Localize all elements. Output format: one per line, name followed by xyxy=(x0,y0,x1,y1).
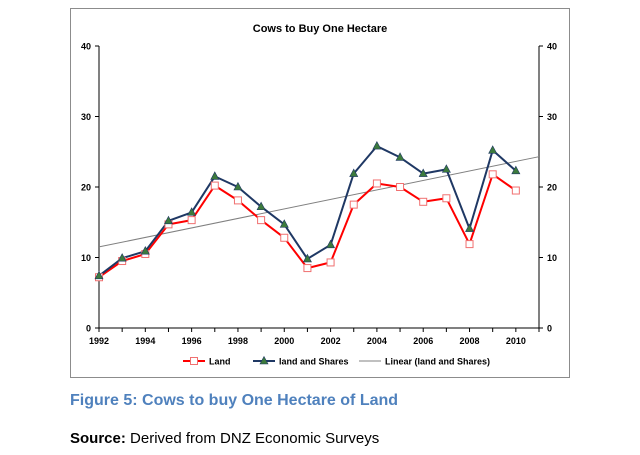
land-point xyxy=(210,181,219,190)
chart-axes: 0 0 10 10 20 20 30 30 40 40 1992 1994 1996 1998 2000 20… xyxy=(81,42,557,347)
x-tick-label: 2002 xyxy=(321,336,341,346)
land-point xyxy=(396,183,405,191)
source-text: Derived from DNZ Economic Surveys xyxy=(125,430,380,447)
chart-legend: Land land and Shares Linear (land and Shar… xyxy=(183,355,490,367)
figure-caption: Figure 5: Cows to buy One Hectare of Lan… xyxy=(70,392,399,409)
land-point xyxy=(303,264,312,273)
legend-land-marker xyxy=(190,357,198,365)
x-tick-label: 1994 xyxy=(135,336,155,346)
land-and-shares-point xyxy=(349,168,359,177)
x-tick-label: 2008 xyxy=(460,336,480,346)
y-tick-label-left: 10 xyxy=(81,253,91,263)
x-tick-label: 2006 xyxy=(413,336,433,346)
x-tick-label: 2010 xyxy=(506,336,526,346)
land-point xyxy=(326,258,335,267)
land-and-shares-point xyxy=(94,270,104,280)
chart-title: Cows to Buy One Hectare xyxy=(253,23,387,35)
trendline xyxy=(98,156,540,248)
land-point xyxy=(233,196,242,205)
x-tick-label: 1998 xyxy=(228,336,248,346)
land-point xyxy=(419,197,428,206)
y-tick-label-right: 30 xyxy=(547,112,557,122)
land-and-shares-point xyxy=(210,171,220,180)
land-and-shares-point xyxy=(441,164,451,173)
land-and-shares-point xyxy=(488,145,498,154)
y-tick-label-left: 30 xyxy=(81,112,91,122)
chart-frame: Cows to Buy One Hectare 0 0 10 10 20 20 30 30 40… xyxy=(70,8,570,378)
y-tick-label-right: 0 xyxy=(547,324,552,334)
land-and-shares-point xyxy=(326,239,336,249)
x-tick-label: 2000 xyxy=(274,336,294,346)
land-and-shares-point xyxy=(117,253,127,262)
land-point xyxy=(372,179,381,188)
land-point xyxy=(442,194,451,203)
land-and-shares-point xyxy=(372,140,382,150)
legend-land-label: Land xyxy=(209,357,231,367)
land-and-shares-point xyxy=(140,246,150,255)
x-tick-label: 1992 xyxy=(89,336,109,346)
legend-land-and-shares-marker xyxy=(259,355,269,365)
y-tick-label-left: 20 xyxy=(81,183,91,193)
land-and-shares-point xyxy=(163,215,173,225)
land-point xyxy=(280,233,289,242)
land-point xyxy=(511,186,520,195)
land-point xyxy=(488,170,497,179)
y-tick-label-right: 20 xyxy=(547,183,557,193)
source-label: Source: xyxy=(70,430,126,447)
x-tick-label: 2004 xyxy=(367,336,387,346)
land-and-shares-point xyxy=(302,253,312,263)
y-tick-label-left: 0 xyxy=(86,324,91,334)
land-and-shares-point xyxy=(256,201,266,211)
cows-per-hectare-chart: Cows to Buy One Hectare 0 0 10 10 20 20 30 30 40… xyxy=(81,23,557,367)
land-point xyxy=(349,200,358,209)
land-and-shares-point xyxy=(465,223,475,232)
source-line: Source: Derived from DNZ Economic Survey… xyxy=(70,430,379,447)
land-and-shares-point xyxy=(418,168,428,177)
x-tick-label: 1996 xyxy=(182,336,202,346)
legend-land-and-shares-label: land and Shares xyxy=(279,357,349,367)
land-and-shares-point xyxy=(187,207,197,216)
land-point xyxy=(257,216,266,225)
land-and-shares-point xyxy=(511,165,521,175)
land-and-shares-point xyxy=(233,181,243,191)
series-layer xyxy=(94,140,521,282)
land-and-shares-point xyxy=(279,219,289,228)
y-tick-label-left: 40 xyxy=(81,42,91,52)
land-point xyxy=(465,240,474,249)
land-point xyxy=(187,216,196,225)
land-and-shares-point xyxy=(395,152,405,161)
y-tick-label-right: 10 xyxy=(547,253,557,263)
trendline-layer xyxy=(98,156,540,248)
legend-trendline-label: Linear (land and Shares) xyxy=(385,357,490,367)
y-tick-label-right: 40 xyxy=(547,42,557,52)
